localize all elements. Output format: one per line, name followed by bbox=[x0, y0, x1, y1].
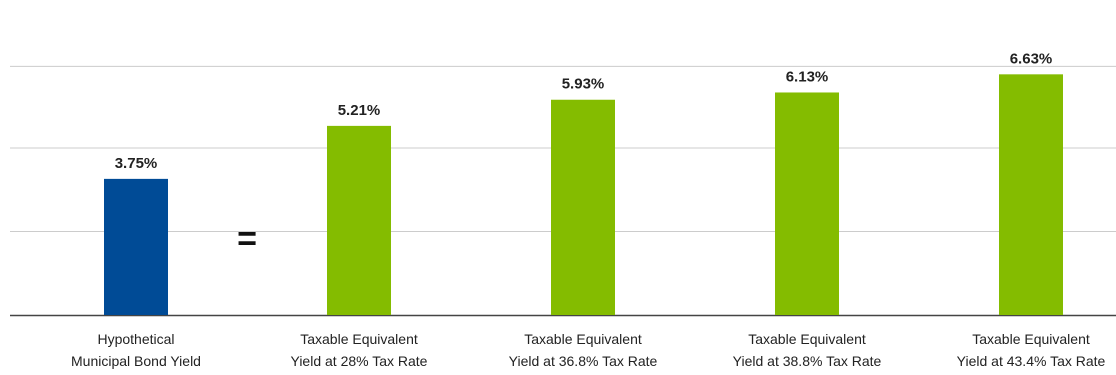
category-labels: Hypothetical Municipal Bond Yield Taxable … bbox=[71, 331, 1106, 369]
data-label-1: 5.21% bbox=[338, 102, 381, 119]
category-label-0-line-1: Municipal Bond Yield bbox=[71, 353, 201, 369]
category-label-1-line-1: Yield at 28% Tax Rate bbox=[291, 353, 428, 369]
annotation-layer: = bbox=[237, 220, 257, 258]
data-label-0: 3.75% bbox=[115, 155, 158, 172]
bars bbox=[104, 74, 1063, 316]
category-label-4-line-0: Taxable Equivalent bbox=[972, 331, 1090, 347]
bar-4 bbox=[999, 74, 1063, 316]
bar-1 bbox=[327, 125, 391, 315]
bar-3 bbox=[775, 92, 839, 315]
category-label-3-line-1: Yield at 38.8% Tax Rate bbox=[733, 353, 882, 369]
data-label-2: 5.93% bbox=[562, 76, 605, 93]
bar-2 bbox=[551, 99, 615, 315]
bar-0 bbox=[104, 178, 168, 315]
equals-sign: = bbox=[237, 220, 257, 258]
data-label-4: 6.63% bbox=[1010, 50, 1053, 67]
data-label-3: 6.13% bbox=[786, 68, 829, 85]
data-labels: 3.75% 5.21% 5.93% 6.13% 6.63% bbox=[115, 50, 1053, 172]
category-label-0-line-0: Hypothetical bbox=[97, 331, 174, 347]
category-label-4-line-1: Yield at 43.4% Tax Rate bbox=[957, 353, 1106, 369]
category-label-2-line-0: Taxable Equivalent bbox=[524, 331, 642, 347]
category-label-2-line-1: Yield at 36.8% Tax Rate bbox=[509, 353, 658, 369]
category-label-3-line-0: Taxable Equivalent bbox=[748, 331, 866, 347]
category-label-1-line-0: Taxable Equivalent bbox=[300, 331, 418, 347]
